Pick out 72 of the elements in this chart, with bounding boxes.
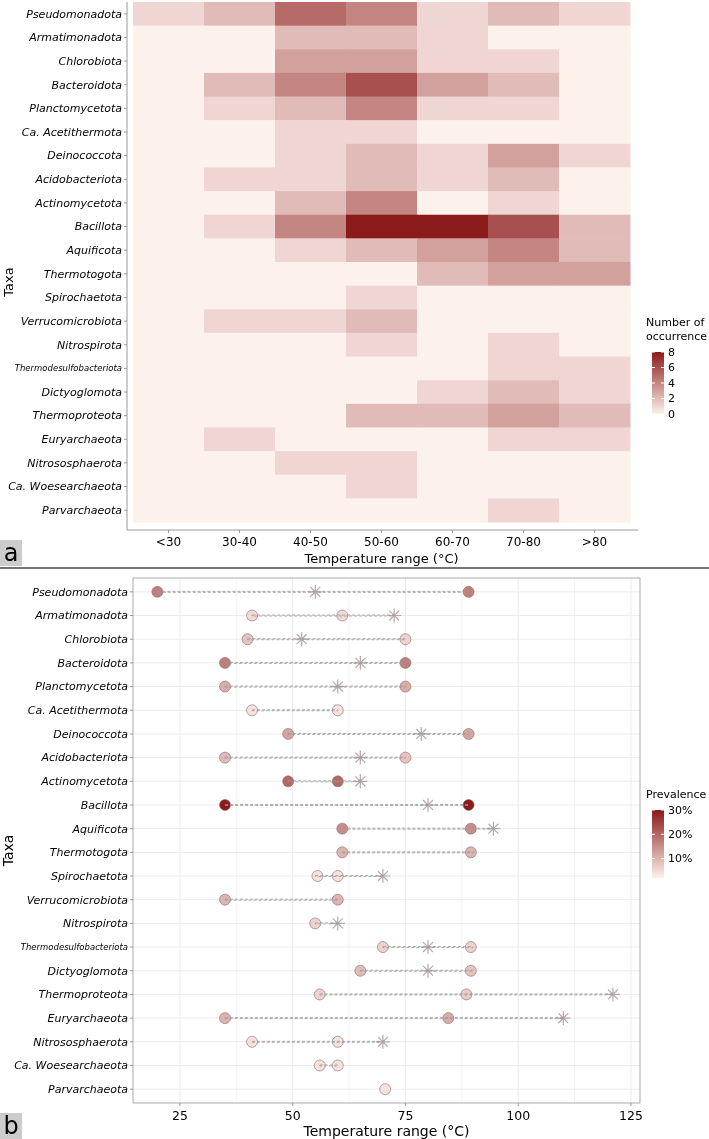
y-tick-label: Spirochaetota (51, 869, 129, 883)
x-tick-label: 40-50 (293, 535, 328, 549)
y-tick-label: Aquificota (65, 244, 123, 258)
x-tick-label: 25 (171, 1108, 188, 1123)
y-tick-label: Spirochaetota (45, 291, 123, 305)
x-tick-label: 30-40 (222, 535, 257, 549)
y-tick-label: Bacteroidota (51, 78, 123, 92)
y-tick-label: Armatimonadota (34, 609, 129, 623)
x-tick-label: 50-60 (364, 535, 399, 549)
y-tick-label: Bacteroidota (57, 656, 129, 670)
y-tick-label: Thermotogota (43, 267, 123, 281)
y-tick-label: Actinomycetota (34, 196, 123, 210)
y-tick-label: Thermodesulfobacteriota (14, 363, 122, 374)
x-tick-label: 125 (619, 1108, 643, 1123)
color-bar-label: 0 (668, 407, 675, 421)
y-tick-label: Nitrososphaerota (27, 456, 123, 470)
x-tick-label: <30 (155, 535, 182, 549)
color-bar-label: 20% (668, 828, 693, 842)
y-tick-label: Ca. Woesearchaeota (8, 480, 123, 494)
color-bar-label: 8 (668, 345, 675, 359)
color-bar-label: 6 (668, 361, 675, 375)
y-tick-label: Dictyoglomota (47, 964, 129, 978)
y-tick-label: Parvarchaeota (42, 504, 123, 518)
y-tick-label: Deinococcota (53, 727, 129, 741)
y-tick-label: Thermoproteota (38, 988, 129, 1002)
y-tick-label: Armatimonadota (28, 31, 123, 45)
y-tick-label: Actinomycetota (40, 775, 129, 789)
y-tick-label: Nitrospirota (57, 338, 123, 352)
text: a (3, 539, 19, 567)
y-tick-label: Aquificota (71, 822, 129, 836)
x-tick-label: 75 (397, 1108, 414, 1123)
y-tick-label: Ca. Acetithermota (27, 704, 129, 718)
y-tick-label: Bacillota (74, 220, 123, 234)
y-tick-label: Pseudomonadota (26, 7, 123, 21)
x-tick-label: 60-70 (435, 535, 470, 549)
y-tick-label: Planctomycetota (35, 680, 129, 694)
y-tick-label: Ca. Acetithermota (21, 125, 123, 139)
y-tick-label: Euryarchaeota (41, 433, 123, 447)
y-tick-label: Nitrospirota (63, 917, 129, 931)
y-axis-title: Taxa (1, 267, 16, 298)
color-bar-label: 10% (668, 852, 693, 866)
y-tick-label: Acidobacteriota (34, 173, 123, 187)
y-tick-label: Deinococcota (47, 149, 123, 163)
y-tick-label: Euryarchaeota (47, 1011, 129, 1025)
y-tick-label: Planctomycetota (29, 102, 123, 116)
y-tick-label: Verrucomicrobiota (26, 893, 129, 907)
x-tick-label: >80 (581, 535, 608, 549)
x-axis-title: Temperature range (°C) (303, 551, 459, 566)
y-tick-label: Dictyoglomota (41, 385, 123, 399)
y-tick-label: Bacillota (80, 798, 129, 812)
color-bar-label: 30% (668, 803, 693, 817)
y-tick-label: Thermotogota (49, 846, 129, 860)
y-tick-label: Verrucomicrobiota (20, 314, 123, 328)
x-tick-label: 100 (506, 1108, 531, 1123)
y-tick-label: Parvarchaeota (48, 1083, 129, 1097)
color-bar-title: Number of occurrence (646, 316, 708, 343)
text: b (3, 1112, 19, 1139)
x-tick-label: 70-80 (506, 535, 541, 549)
y-tick-label: Thermodesulfobacteriota (20, 942, 128, 953)
color-bar-label: 2 (668, 392, 675, 406)
x-tick-label: 50 (284, 1108, 301, 1123)
x-axis-title: Temperature range (°C) (302, 1123, 470, 1139)
y-tick-label: Pseudomonadota (32, 585, 129, 599)
color-bar-label: 4 (668, 376, 675, 390)
y-tick-label: Nitrososphaerota (33, 1035, 129, 1049)
y-tick-label: Chlorobiota (58, 54, 123, 68)
y-tick-label: Ca. Woesearchaeota (14, 1059, 129, 1073)
y-tick-label: Chlorobiota (64, 633, 129, 647)
y-tick-label: Thermoproteota (32, 409, 123, 423)
y-tick-label: Acidobacteriota (40, 751, 129, 765)
color-bar-title: Prevalence (646, 788, 707, 801)
y-axis-title: Taxa (0, 834, 16, 868)
